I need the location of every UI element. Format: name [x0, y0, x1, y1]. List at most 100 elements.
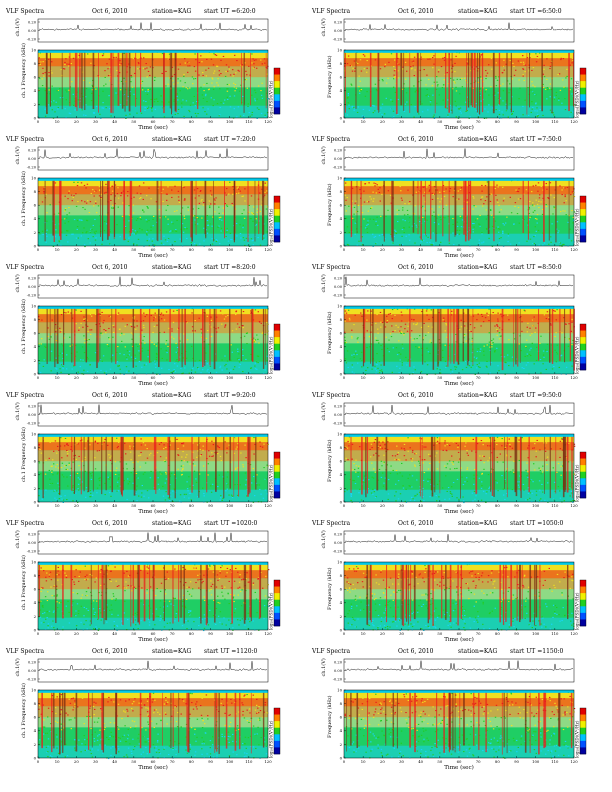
amp-tick-label: 0.00: [28, 285, 37, 289]
x-tick-label: 40: [418, 119, 423, 124]
x-axis-label: Time (sec): [138, 252, 168, 259]
spectrogram-image: [38, 690, 269, 760]
amplitude-frame: [343, 658, 575, 683]
spectrogram-svg: VLF Spectra Oct 6, 2010 station=KAG start U…: [5, 520, 281, 643]
y-tick-label: 0: [34, 243, 37, 248]
amplitude-frame: [37, 402, 269, 427]
panel-title: VLF Spectra: [5, 264, 45, 271]
x-tick-label: 50: [131, 503, 136, 508]
x-tick-label: 90: [514, 503, 519, 508]
x-tick-label: 30: [399, 119, 404, 124]
x-tick-label: 120: [264, 375, 272, 380]
y-axis-label: Frequency (kHz): [326, 567, 333, 610]
spectrogram-panel: VLF Spectra Oct 6, 2010 station=KAG start U…: [310, 262, 590, 388]
panel-date: Oct 6, 2010: [398, 392, 434, 399]
amplitude-waveform: [38, 404, 268, 415]
x-tick-label: 10: [55, 631, 60, 636]
amp-tick-label: 0.20: [28, 661, 37, 665]
x-tick-label: 30: [93, 503, 98, 508]
spectrogram-panel: VLF Spectra Oct 6, 2010 station=KAG start U…: [4, 518, 284, 644]
colorbar: [273, 195, 281, 243]
y-tick-label: 10: [337, 47, 342, 52]
spectrogram-image: [344, 306, 576, 376]
y-tick-label: 8: [340, 445, 343, 450]
y-tick-label: 2: [34, 102, 37, 107]
y-tick-label: 4: [34, 344, 37, 349]
y-tick-label: 6: [34, 331, 37, 336]
station-label: station=KAG: [152, 392, 191, 399]
colorbar: [273, 323, 281, 371]
y-tick-label: 2: [340, 742, 343, 747]
y-tick-label: 6: [340, 203, 343, 208]
x-tick-label: 80: [495, 119, 500, 124]
station-label: station=KAG: [458, 8, 497, 15]
x-tick-label: 20: [380, 375, 385, 380]
x-tick-label: 80: [495, 631, 500, 636]
x-tick-label: 100: [532, 759, 540, 764]
y-tick-label: 2: [34, 742, 37, 747]
x-tick-label: 70: [170, 247, 175, 252]
amp-axis-label: ch.1(V): [320, 274, 327, 292]
spectrogram-panel: VLF Spectra Oct 6, 2010 station=KAG start U…: [310, 134, 590, 260]
y-tick-label: 4: [340, 472, 343, 477]
colorbar: [579, 707, 587, 755]
x-tick-label: 120: [570, 375, 578, 380]
panel-date: Oct 6, 2010: [398, 648, 434, 655]
x-axis-label: Time (sec): [138, 636, 168, 643]
x-tick-label: 90: [514, 247, 519, 252]
y-tick-label: 4: [340, 600, 343, 605]
amp-tick-label: 0.00: [334, 285, 343, 289]
amp-tick-label: -0.20: [27, 38, 37, 42]
panel-title: VLF Spectra: [5, 520, 45, 527]
x-tick-label: 80: [189, 631, 194, 636]
x-tick-label: 20: [380, 119, 385, 124]
spectrogram-svg: VLF Spectra Oct 6, 2010 station=KAG start U…: [5, 392, 281, 515]
x-tick-label: 120: [570, 631, 578, 636]
amp-tick-label: 0.00: [334, 541, 343, 545]
spectrogram-image: [38, 434, 269, 503]
y-axis-label: Frequency (kHz): [326, 439, 333, 482]
y-tick-label: 2: [34, 614, 37, 619]
amp-axis-label: ch.1(V): [14, 274, 21, 292]
y-tick-label: 10: [31, 303, 36, 308]
x-tick-label: 100: [226, 119, 234, 124]
y-tick-label: 0: [34, 499, 37, 504]
x-tick-label: 0: [343, 759, 346, 764]
x-tick-label: 90: [514, 759, 519, 764]
amp-axis-label: ch.1(V): [320, 18, 327, 36]
x-tick-label: 0: [37, 247, 40, 252]
y-tick-label: 4: [340, 88, 343, 93]
x-tick-label: 10: [361, 631, 366, 636]
x-tick-label: 70: [476, 119, 481, 124]
x-tick-label: 70: [476, 759, 481, 764]
y-tick-label: 8: [34, 573, 37, 578]
spectrogram-panel: VLF Spectra Oct 6, 2010 station=KAG start U…: [4, 262, 284, 388]
x-tick-label: 90: [208, 375, 213, 380]
y-tick-label: 8: [34, 61, 37, 66]
x-tick-label: 0: [343, 375, 346, 380]
x-tick-label: 20: [380, 503, 385, 508]
amplitude-frame: [343, 274, 575, 299]
spectrogram-panel: VLF Spectra Oct 6, 2010 station=KAG start U…: [4, 134, 284, 260]
colorbar-label: log₁₀(PSD)(V²/Hz): [269, 464, 274, 502]
panel-title: VLF Spectra: [311, 520, 351, 527]
x-tick-label: 70: [476, 247, 481, 252]
panel-title: VLF Spectra: [311, 136, 351, 143]
colorbar: [579, 195, 587, 243]
y-tick-label: 2: [34, 358, 37, 363]
y-axis-label: ch.1 Frequency (kHz): [20, 171, 27, 226]
x-tick-label: 100: [226, 375, 234, 380]
y-tick-label: 10: [31, 431, 36, 436]
spectrogram-svg: VLF Spectra Oct 6, 2010 station=KAG start U…: [311, 264, 587, 387]
x-tick-label: 30: [93, 375, 98, 380]
start-time-label: start UT =9:20:0: [204, 392, 256, 399]
x-tick-label: 80: [495, 759, 500, 764]
x-tick-label: 110: [245, 631, 253, 636]
colorbar: [273, 451, 281, 499]
start-time-label: start UT =6:20:0: [204, 8, 256, 15]
y-tick-label: 0: [340, 627, 343, 632]
amp-tick-label: -0.20: [333, 422, 343, 426]
y-axis-label: ch.1 Frequency (kHz): [20, 427, 27, 482]
x-tick-label: 40: [418, 503, 423, 508]
x-tick-label: 30: [93, 759, 98, 764]
